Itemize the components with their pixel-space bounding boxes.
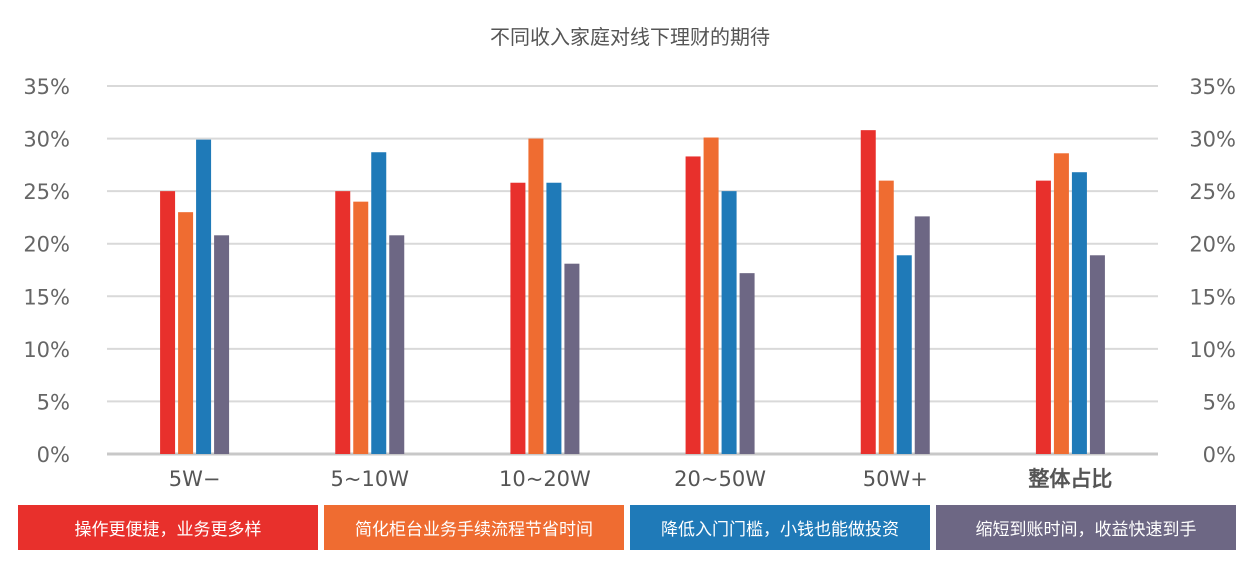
y-tick-label-left: 30% — [23, 128, 70, 152]
bar-series-3-cat-4 — [914, 216, 930, 454]
y-tick-label-right: 35% — [1189, 75, 1236, 99]
x-category-label: 10~20W — [499, 467, 591, 491]
bar-series-2-cat-5 — [1071, 172, 1087, 454]
bar-series-1-cat-4 — [878, 180, 894, 454]
y-tick-label-left: 35% — [23, 75, 70, 99]
bar-series-1-cat-0 — [178, 212, 194, 454]
bar-series-0-cat-2 — [510, 182, 526, 454]
x-category-label: 5~10W — [331, 467, 410, 491]
bar-series-3-cat-1 — [389, 235, 405, 454]
y-tick-label-right: 30% — [1189, 128, 1236, 152]
x-category-label: 20~50W — [674, 467, 766, 491]
y-tick-label-right: 20% — [1189, 233, 1236, 257]
bar-series-2-cat-1 — [371, 152, 387, 455]
bar-series-3-cat-0 — [214, 235, 230, 454]
bar-series-0-cat-0 — [160, 191, 176, 454]
x-category-label: 5W− — [169, 467, 221, 491]
x-category-label: 整体占比 — [1028, 467, 1112, 491]
legend: 操作更便捷，业务更多样 简化柜台业务手续流程节省时间 降低入门门槛，小钱也能做投… — [18, 505, 1236, 550]
bar-series-0-cat-5 — [1035, 180, 1051, 454]
legend-item-lower-threshold: 降低入门门槛，小钱也能做投资 — [630, 505, 930, 550]
bar-series-1-cat-1 — [353, 201, 369, 454]
y-tick-label-right: 10% — [1189, 338, 1236, 362]
y-tick-label-left: 20% — [23, 233, 70, 257]
x-category-label: 50W+ — [863, 467, 928, 491]
legend-label: 简化柜台业务手续流程节省时间 — [355, 520, 593, 540]
y-tick-label-right: 5% — [1203, 390, 1236, 414]
y-tick-label-right: 25% — [1189, 180, 1236, 204]
bar-series-1-cat-3 — [703, 137, 719, 454]
y-tick-label-left: 10% — [23, 338, 70, 362]
bar-series-3-cat-2 — [564, 263, 580, 454]
y-tick-label-left: 0% — [37, 443, 70, 467]
legend-item-faster-settlement: 缩短到账时间，收益快速到手 — [936, 505, 1236, 550]
bar-series-0-cat-3 — [685, 156, 701, 454]
bar-chart: 不同收入家庭对线下理财的期待 0% 0% 5% 5% 10% 10% 15% 15% 20% 20… — [23, 25, 1236, 491]
y-tick-label-left: 25% — [23, 180, 70, 204]
bar-series-2-cat-2 — [546, 182, 562, 454]
legend-item-convenience: 操作更便捷，业务更多样 — [18, 505, 318, 550]
legend-label: 缩短到账时间，收益快速到手 — [975, 520, 1197, 540]
bar-series-3-cat-3 — [739, 273, 755, 454]
bar-series-1-cat-5 — [1053, 153, 1069, 454]
y-tick-label-right: 15% — [1189, 285, 1236, 309]
bar-series-3-cat-5 — [1089, 255, 1105, 454]
legend-label: 降低入门门槛，小钱也能做投资 — [661, 520, 899, 540]
bar-series-2-cat-3 — [721, 191, 737, 454]
bar-series-1-cat-2 — [528, 138, 544, 455]
bar-series-0-cat-4 — [860, 130, 876, 454]
legend-item-simplify-procedures: 简化柜台业务手续流程节省时间 — [324, 505, 624, 550]
bar-series-2-cat-4 — [896, 255, 912, 454]
legend-label: 操作更便捷，业务更多样 — [74, 520, 262, 540]
chart-title: 不同收入家庭对线下理财的期待 — [490, 25, 770, 49]
y-tick-label-right: 0% — [1203, 443, 1236, 467]
bar-series-2-cat-0 — [196, 139, 212, 454]
bar-series-0-cat-1 — [335, 191, 351, 454]
y-tick-label-left: 15% — [23, 285, 70, 309]
y-tick-label-left: 5% — [37, 390, 70, 414]
